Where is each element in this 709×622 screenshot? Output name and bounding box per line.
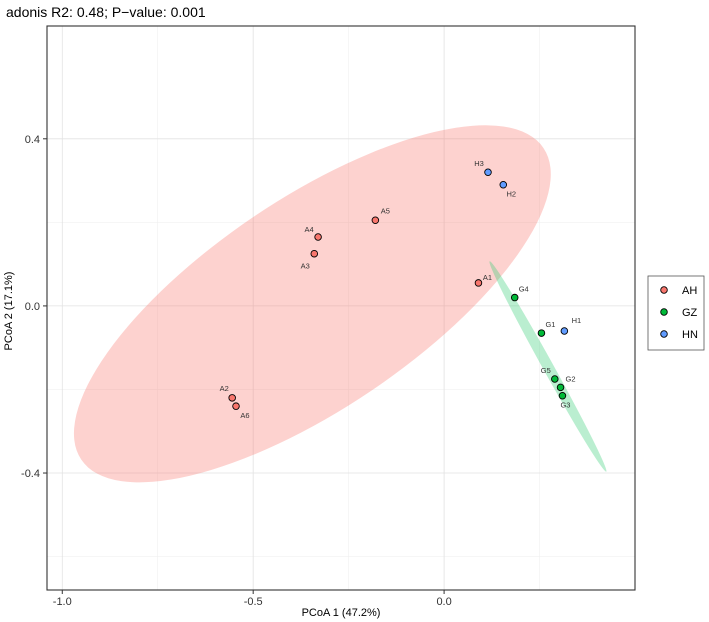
data-point-g3: [558, 391, 567, 400]
data-point-a5: [371, 216, 380, 225]
data-point-a6: [232, 402, 240, 410]
confidence-ellipse-ah: [73, 125, 551, 483]
point-label-h2: H2: [506, 190, 516, 199]
data-point-a1: [474, 279, 483, 287]
point-label-a2: A2: [220, 384, 229, 393]
data-point-a4: [314, 233, 322, 241]
confidence-ellipse-gz: [489, 261, 607, 472]
point-label-h1: H1: [572, 316, 582, 325]
data-point-h1: [560, 327, 569, 335]
point-label-a1: A1: [483, 273, 492, 282]
y-tick-label: 0.0: [25, 301, 40, 313]
data-point-a3: [310, 249, 319, 258]
legend-label-hn: HN: [682, 329, 698, 341]
y-tick-label: -0.4: [21, 468, 40, 480]
point-label-a5: A5: [381, 206, 390, 215]
x-tick-label: -0.5: [244, 596, 263, 608]
x-tick-label: 0.0: [436, 596, 451, 608]
point-label-g5: G5: [541, 366, 551, 375]
panel-background: [47, 26, 635, 590]
y-tick-label: 0.4: [25, 134, 40, 146]
legend-key-ah: [660, 286, 668, 294]
legend-box: [647, 275, 705, 351]
legend-key-gz: [660, 308, 668, 316]
data-point-g5: [551, 375, 559, 383]
legend-label-ah: AH: [682, 285, 697, 297]
point-label-g4: G4: [519, 285, 529, 294]
data-point-g2: [556, 383, 565, 392]
data-point-g4: [510, 293, 519, 302]
point-label-g2: G2: [566, 374, 576, 383]
x-tick-label: -1.0: [53, 596, 72, 608]
legend-label-gz: GZ: [682, 307, 698, 319]
point-label-a6: A6: [240, 411, 249, 420]
data-point-h2: [499, 181, 508, 189]
point-label-g1: G1: [545, 320, 555, 329]
x-axis-label: PCoA 1 (47.2%): [302, 607, 381, 619]
data-point-h3: [484, 168, 492, 176]
legend-key-hn: [660, 330, 668, 338]
point-label-g3: G3: [560, 401, 570, 410]
legend: AH GZ HN: [647, 275, 705, 351]
y-axis-label: PCoA 2 (17.1%): [3, 272, 15, 351]
chart-title: adonis R2: 0.48; P−value: 0.001: [6, 4, 206, 20]
plot-panel: A1 A2 A3 A4 A5 A6 G1 G2 G3 G4 G5 H1 H2 H3 -1.0 -0.5 0.0 -…: [21, 25, 636, 608]
data-point-g1: [537, 329, 546, 337]
panel-border: [46, 25, 636, 591]
point-label-a3: A3: [301, 262, 310, 271]
point-label-h3: H3: [474, 159, 484, 168]
data-point-a2: [228, 394, 236, 402]
point-label-a4: A4: [304, 225, 313, 234]
